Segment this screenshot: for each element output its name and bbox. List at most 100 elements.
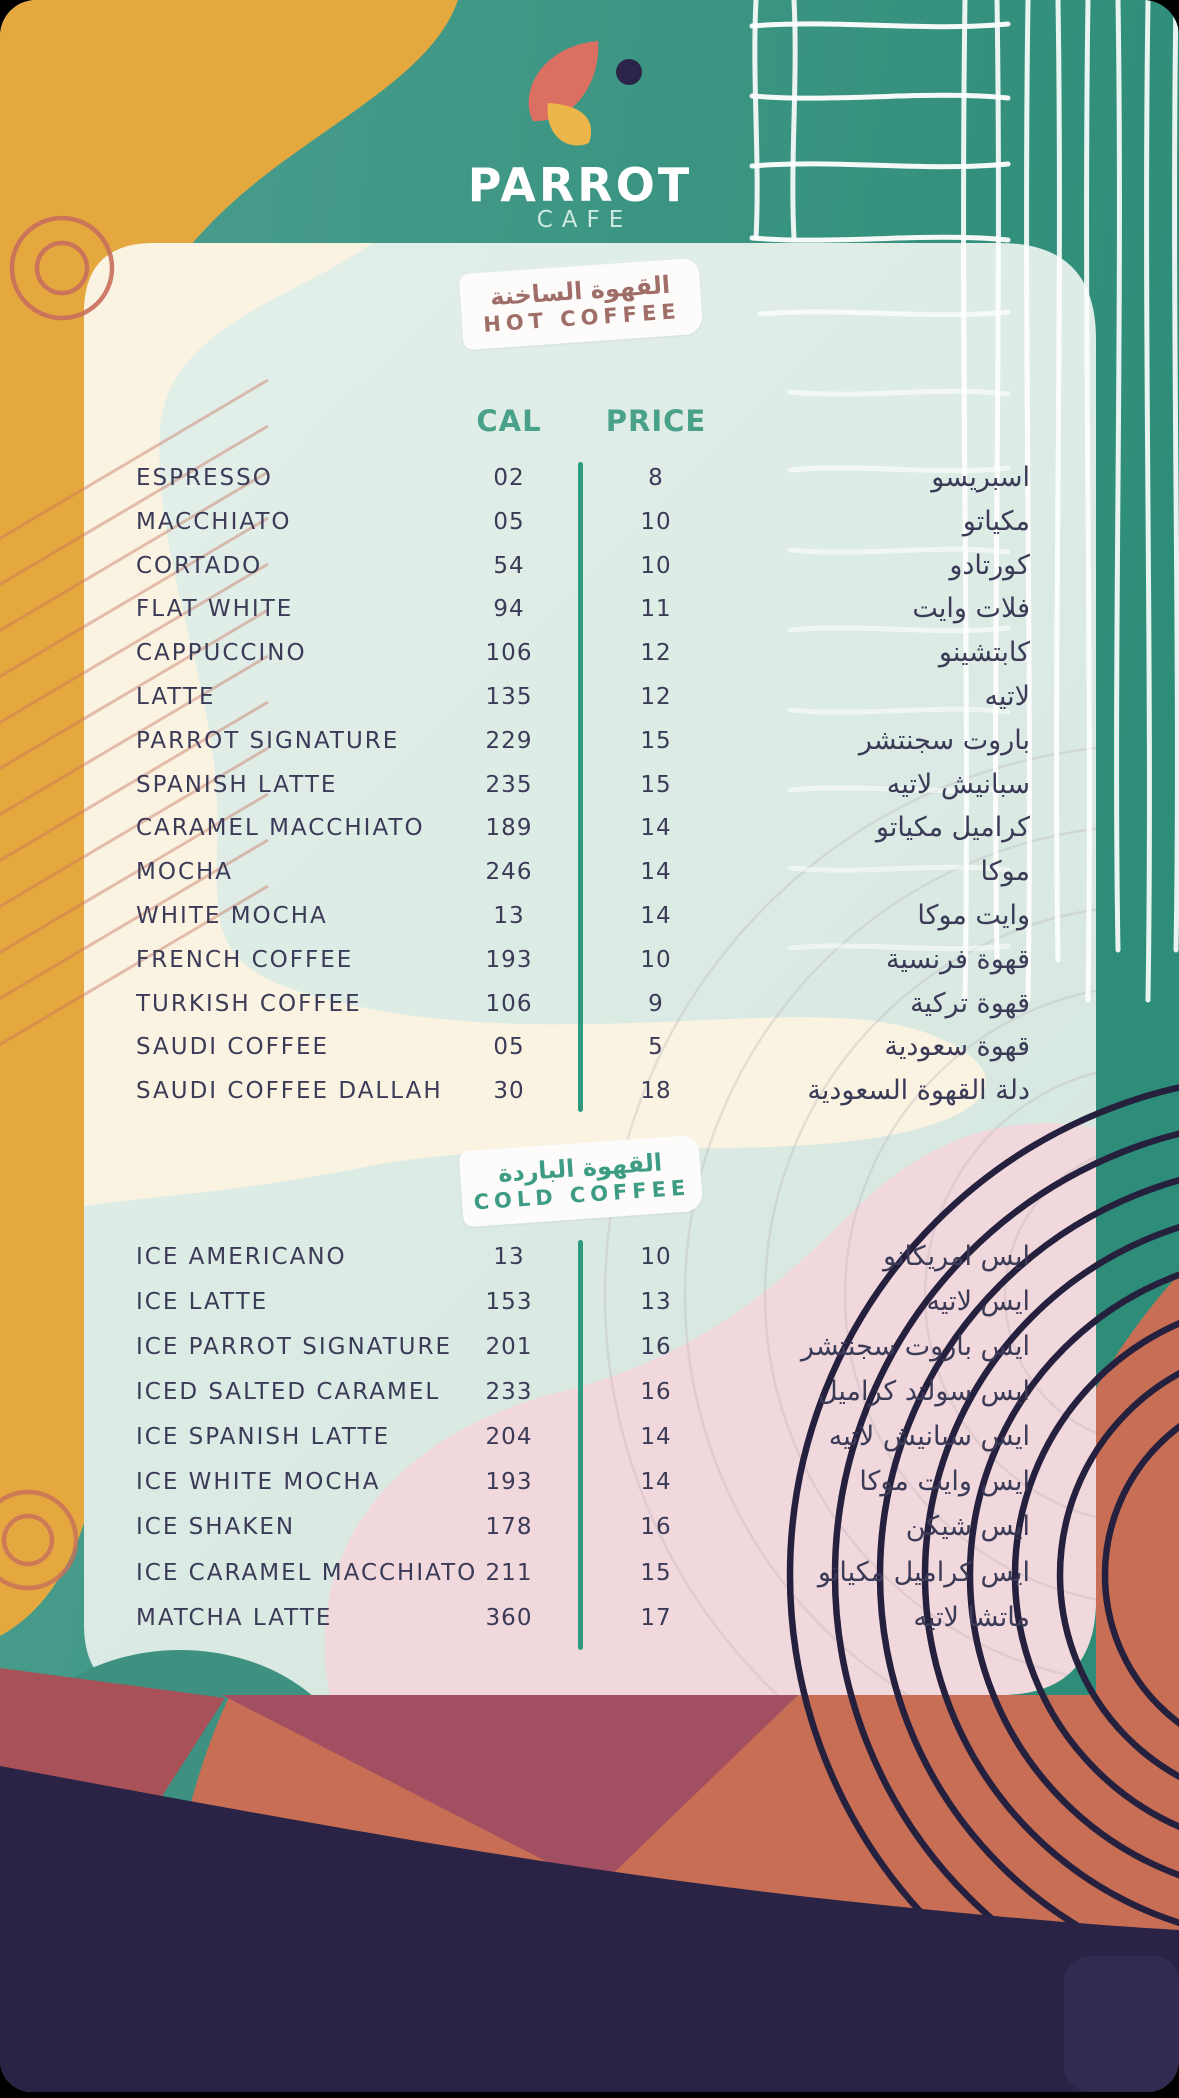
- item-name-en: MACCHIATO: [136, 509, 292, 535]
- menu-row: CARAMEL MACCHIATO 189 14 كراميل مكياتو: [0, 806, 1179, 850]
- white-squiggle-lines-horizontal: [749, 21, 1011, 952]
- white-squiggle-lines-vertical: [752, 0, 1179, 1003]
- menu-row: LATTE 135 12 لاتيه: [0, 675, 1179, 719]
- item-cal: 211: [485, 1560, 533, 1586]
- item-price: 14: [640, 1469, 672, 1495]
- item-name-en: ICE SHAKEN: [136, 1514, 296, 1540]
- item-price: 16: [640, 1334, 672, 1360]
- item-cal: 54: [493, 553, 525, 579]
- item-name-ar: سبانيش لاتيه: [886, 769, 1030, 800]
- item-price: 13: [640, 1289, 672, 1315]
- item-price: 11: [640, 596, 672, 622]
- item-cal: 193: [485, 1469, 533, 1495]
- menu-row: ICE CARAMEL MACCHIATO 211 15 ايس كراميل …: [0, 1551, 1179, 1595]
- item-name-ar: قهوة فرنسية: [885, 944, 1030, 975]
- menu-row: FLAT WHITE 94 11 فلات وايت: [0, 587, 1179, 631]
- menu-row: ICE AMERICANO 13 10 ايس امريكانو: [0, 1235, 1179, 1279]
- item-cal: 13: [493, 903, 525, 929]
- item-cal: 233: [485, 1379, 533, 1405]
- item-cal: 30: [493, 1078, 525, 1104]
- item-price: 10: [640, 509, 672, 535]
- menu-row: ICE SHAKEN 178 16 ايس شيكن: [0, 1505, 1179, 1549]
- item-name-en: WHITE MOCHA: [136, 903, 328, 929]
- item-name-ar: ايس باروت سجنتشر: [800, 1331, 1030, 1362]
- item-name-en: SAUDI COFFEE: [136, 1034, 330, 1060]
- item-cal: 235: [485, 772, 533, 798]
- item-name-en: SAUDI COFFEE DALLAH: [136, 1078, 443, 1104]
- menu-row: MATCHA LATTE 360 17 ماتشا لاتيه: [0, 1596, 1179, 1640]
- menu-row: CAPPUCCINO 106 12 كابتشينو: [0, 631, 1179, 675]
- item-cal: 05: [493, 509, 525, 535]
- item-cal: 153: [485, 1289, 533, 1315]
- navy-corner-blob: [1064, 1956, 1179, 2092]
- brand-name: PARROT: [467, 158, 693, 212]
- item-name-ar: ايس سبانيش لاتيه: [828, 1421, 1030, 1452]
- item-name-en: ICE CARAMEL MACCHIATO: [136, 1560, 478, 1586]
- item-cal: 13: [493, 1244, 525, 1270]
- item-price: 14: [640, 903, 672, 929]
- item-cal: 106: [485, 640, 533, 666]
- item-name-en: FLAT WHITE: [136, 596, 294, 622]
- item-price: 14: [640, 815, 672, 841]
- menu-row: ICE LATTE 153 13 ايس لاتيه: [0, 1280, 1179, 1324]
- item-price: 12: [640, 684, 672, 710]
- menu-row: SPANISH LATTE 235 15 سبانيش لاتيه: [0, 763, 1179, 807]
- item-price: 18: [640, 1078, 672, 1104]
- menu-row: ICE PARROT SIGNATURE 201 16 ايس باروت سج…: [0, 1325, 1179, 1369]
- brand-tagline: CAFE: [536, 207, 633, 233]
- item-price: 10: [640, 553, 672, 579]
- item-name-ar: ايس امريكانو: [883, 1241, 1030, 1272]
- item-cal: 201: [485, 1334, 533, 1360]
- parrot-logo-icon: [528, 41, 642, 146]
- item-name-ar: موكا: [980, 856, 1031, 887]
- column-divider-cold: [578, 1240, 583, 1650]
- maroon-triangle: [222, 1695, 798, 1888]
- item-name-en: ICE LATTE: [136, 1289, 269, 1315]
- item-price: 16: [640, 1379, 672, 1405]
- item-name-ar: فلات وايت: [912, 593, 1030, 624]
- item-name-en: CORTADO: [136, 553, 263, 579]
- item-cal: 02: [493, 465, 525, 491]
- item-name-en: CAPPUCCINO: [136, 640, 307, 666]
- item-name-en: ICE PARROT SIGNATURE: [136, 1334, 452, 1360]
- column-header-cal: CAL: [476, 404, 542, 438]
- item-name-ar: دلة القهوة السعودية: [807, 1075, 1030, 1106]
- coral-rings-top: [9, 215, 115, 321]
- item-price: 9: [648, 991, 664, 1017]
- item-name-ar: قهوة سعودية: [884, 1031, 1030, 1062]
- item-cal: 106: [485, 991, 533, 1017]
- item-name-en: CARAMEL MACCHIATO: [136, 815, 425, 841]
- card-ripple-rings: [603, 743, 1096, 1695]
- card-cream-blob: [84, 243, 987, 1206]
- column-divider-hot: [578, 462, 583, 1112]
- menu-row: MOCHA 246 14 موكا: [0, 850, 1179, 894]
- item-cal: 229: [485, 728, 533, 754]
- menu-row: TURKISH COFFEE 106 9 قهوة تركية: [0, 982, 1179, 1026]
- item-name-ar: كورتادو: [949, 550, 1030, 581]
- item-name-ar: كراميل مكياتو: [875, 812, 1030, 843]
- navy-bottom-blob: [0, 1766, 1179, 2092]
- menu-row: MACCHIATO 05 10 مكياتو: [0, 500, 1179, 544]
- item-name-en: ICE SPANISH LATTE: [136, 1424, 391, 1450]
- menu-row: SAUDI COFFEE 05 5 قهوة سعودية: [0, 1025, 1179, 1069]
- menu-row: ICE WHITE MOCHA 193 14 ايس وايت موكا: [0, 1460, 1179, 1504]
- item-cal: 94: [493, 596, 525, 622]
- item-name-ar: ايس وايت موكا: [859, 1466, 1030, 1497]
- item-price: 8: [648, 465, 664, 491]
- item-cal: 05: [493, 1034, 525, 1060]
- item-name-en: ICED SALTED CARAMEL: [136, 1379, 441, 1405]
- item-name-en: PARROT SIGNATURE: [136, 728, 400, 754]
- item-cal: 204: [485, 1424, 533, 1450]
- coral-diagonal-lines: [0, 378, 269, 1047]
- card-pink-blob: [324, 1123, 1096, 1695]
- menu-row: PARROT SIGNATURE 229 15 باروت سجنتشر: [0, 719, 1179, 763]
- column-header-price: PRICE: [605, 404, 707, 438]
- item-name-ar: ايس شيكن: [905, 1511, 1030, 1542]
- item-name-ar: قهوة تركية: [910, 988, 1030, 1019]
- item-cal: 178: [485, 1514, 533, 1540]
- item-price: 15: [640, 728, 672, 754]
- item-name-en: FRENCH COFFEE: [136, 947, 354, 973]
